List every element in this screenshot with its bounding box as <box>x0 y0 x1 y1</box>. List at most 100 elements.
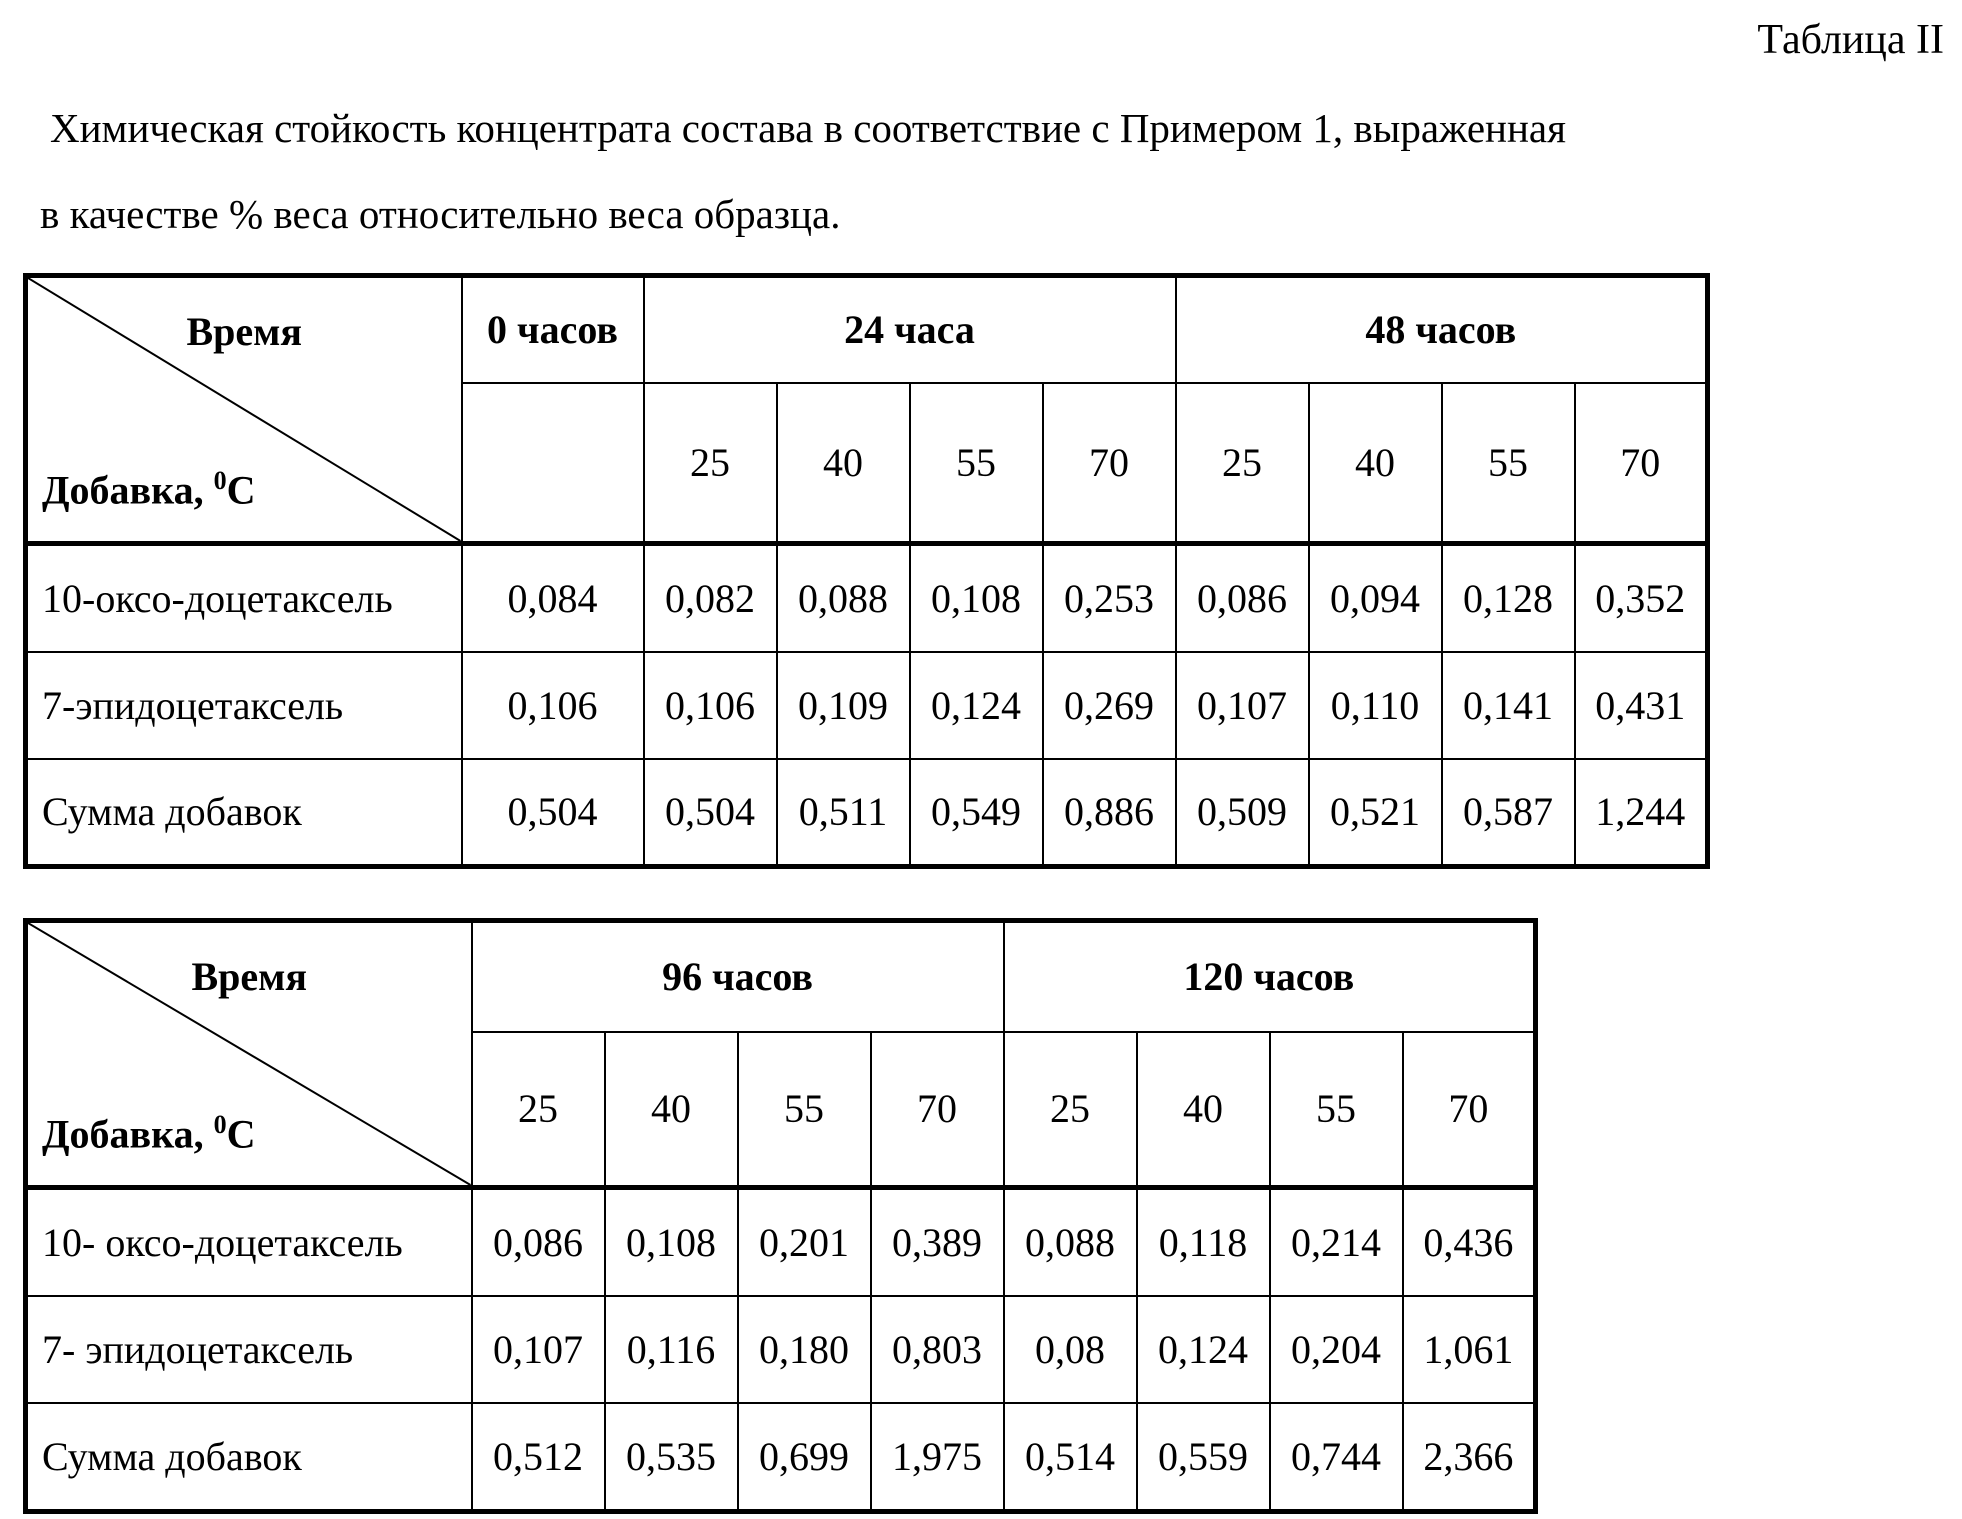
value-cell: 0,504 <box>644 759 777 867</box>
data-row: 10- оксо-доцетаксель0,0860,1080,2010,389… <box>26 1188 1536 1296</box>
temperature-header: 25 <box>644 383 777 544</box>
temperature-header: 25 <box>1176 383 1309 544</box>
value-cell: 0,116 <box>605 1296 738 1403</box>
value-cell: 0,086 <box>1176 544 1309 652</box>
row-label: 7-эпидоцетаксель <box>26 652 462 759</box>
temperature-header: 25 <box>472 1032 605 1188</box>
value-cell: 0,514 <box>1004 1403 1137 1512</box>
value-cell: 0,124 <box>1137 1296 1270 1403</box>
empty-cell <box>462 383 644 544</box>
value-cell: 0,08 <box>1004 1296 1137 1403</box>
temperature-header: 70 <box>1403 1032 1536 1188</box>
corner-sup: 0 <box>214 1110 227 1139</box>
value-cell: 0,521 <box>1309 759 1442 867</box>
group-header: 120 часов <box>1004 921 1536 1032</box>
value-cell: 0,389 <box>871 1188 1004 1296</box>
value-cell: 0,180 <box>738 1296 871 1403</box>
table-body: ВремяДобавка, 0C96 часов120 часов2540557… <box>26 921 1536 1512</box>
corner-label: Добавка, <box>42 1111 214 1156</box>
data-row: Сумма добавок0,5120,5350,6991,9750,5140,… <box>26 1403 1536 1512</box>
corner-top: Время <box>28 308 461 355</box>
temperature-header: 70 <box>871 1032 1004 1188</box>
row-label: Сумма добавок <box>26 759 462 867</box>
value-cell: 0,084 <box>462 544 644 652</box>
corner-bottom: Добавка, 0C <box>42 1110 255 1157</box>
value-cell: 0,511 <box>777 759 910 867</box>
value-cell: 0,504 <box>462 759 644 867</box>
corner-sup: 0 <box>214 466 227 495</box>
group-header: 96 часов <box>472 921 1004 1032</box>
temperature-header: 40 <box>1137 1032 1270 1188</box>
header-row: ВремяДобавка, 0C0 часов24 часа48 часов <box>26 276 1708 383</box>
corner-unit: C <box>227 467 256 512</box>
temperature-header: 40 <box>1309 383 1442 544</box>
data-row: 7- эпидоцетаксель0,1070,1160,1800,8030,0… <box>26 1296 1536 1403</box>
row-label: Сумма добавок <box>26 1403 472 1512</box>
temperature-header: 25 <box>1004 1032 1137 1188</box>
value-cell: 0,512 <box>472 1403 605 1512</box>
corner-top: Время <box>28 953 471 1000</box>
corner-bottom: Добавка, 0C <box>42 466 255 513</box>
corner-cell: Время Добавка, 0C <box>26 276 462 544</box>
value-cell: 0,549 <box>910 759 1043 867</box>
corner-label: Добавка, <box>42 467 214 512</box>
row-label: 10-оксо-доцетаксель <box>26 544 462 652</box>
value-cell: 2,366 <box>1403 1403 1536 1512</box>
data-table: ВремяДобавка, 0C0 часов24 часа48 часов25… <box>23 273 1710 869</box>
value-cell: 0,201 <box>738 1188 871 1296</box>
value-cell: 0,124 <box>910 652 1043 759</box>
value-cell: 0,108 <box>605 1188 738 1296</box>
temperature-header: 55 <box>738 1032 871 1188</box>
value-cell: 0,253 <box>1043 544 1176 652</box>
row-label: 7- эпидоцетаксель <box>26 1296 472 1403</box>
value-cell: 0,110 <box>1309 652 1442 759</box>
temperature-header: 40 <box>605 1032 738 1188</box>
value-cell: 0,109 <box>777 652 910 759</box>
value-cell: 0,803 <box>871 1296 1004 1403</box>
value-cell: 0,106 <box>462 652 644 759</box>
value-cell: 0,744 <box>1270 1403 1403 1512</box>
value-cell: 0,107 <box>1176 652 1309 759</box>
value-cell: 1,975 <box>871 1403 1004 1512</box>
header-row: ВремяДобавка, 0C96 часов120 часов <box>26 921 1536 1032</box>
value-cell: 0,535 <box>605 1403 738 1512</box>
data-row: 10-оксо-доцетаксель0,0840,0820,0880,1080… <box>26 544 1708 652</box>
temperature-header: 40 <box>777 383 910 544</box>
temperature-header: 70 <box>1043 383 1176 544</box>
data-row: 7-эпидоцетаксель0,1060,1060,1090,1240,26… <box>26 652 1708 759</box>
value-cell: 0,436 <box>1403 1188 1536 1296</box>
table-body: ВремяДобавка, 0C0 часов24 часа48 часов25… <box>26 276 1708 867</box>
value-cell: 0,509 <box>1176 759 1309 867</box>
value-cell: 0,559 <box>1137 1403 1270 1512</box>
corner-unit: C <box>227 1111 256 1156</box>
value-cell: 1,061 <box>1403 1296 1536 1403</box>
value-cell: 0,108 <box>910 544 1043 652</box>
row-label: 10- оксо-доцетаксель <box>26 1188 472 1296</box>
value-cell: 0,106 <box>644 652 777 759</box>
value-cell: 0,431 <box>1575 652 1708 759</box>
value-cell: 0,128 <box>1442 544 1575 652</box>
value-cell: 0,204 <box>1270 1296 1403 1403</box>
value-cell: 0,214 <box>1270 1188 1403 1296</box>
title-line: Химическая стойкость концентрата состава… <box>50 104 1566 152</box>
temperature-header: 55 <box>1442 383 1575 544</box>
value-cell: 0,587 <box>1442 759 1575 867</box>
value-cell: 0,886 <box>1043 759 1176 867</box>
temperature-header: 70 <box>1575 383 1708 544</box>
value-cell: 0,269 <box>1043 652 1176 759</box>
title-line: в качестве % веса относительно веса обра… <box>40 190 840 238</box>
table-caption: Таблица II <box>1757 16 1944 64</box>
group-header: 48 часов <box>1176 276 1708 383</box>
value-cell: 0,352 <box>1575 544 1708 652</box>
value-cell: 0,082 <box>644 544 777 652</box>
value-cell: 0,141 <box>1442 652 1575 759</box>
temperature-header: 55 <box>1270 1032 1403 1188</box>
value-cell: 0,107 <box>472 1296 605 1403</box>
data-table: ВремяДобавка, 0C96 часов120 часов2540557… <box>23 918 1538 1514</box>
group-header: 24 часа <box>644 276 1176 383</box>
value-cell: 0,086 <box>472 1188 605 1296</box>
value-cell: 0,118 <box>1137 1188 1270 1296</box>
corner-cell: Время Добавка, 0C <box>26 921 472 1188</box>
value-cell: 0,088 <box>777 544 910 652</box>
